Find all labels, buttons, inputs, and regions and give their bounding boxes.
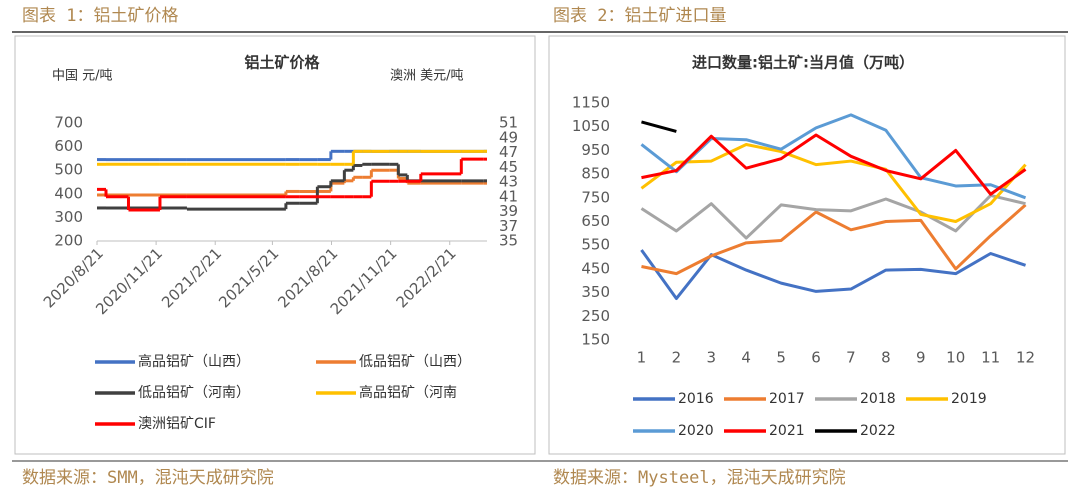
y2-axis-label: 澳洲 美元/吨	[390, 68, 464, 84]
x-tick-label: 12	[1016, 349, 1035, 367]
y-tick-label: 750	[581, 188, 610, 206]
panel-frame	[14, 35, 536, 455]
caption: 图表 1：铝土矿价格	[22, 6, 178, 26]
y2-tick-label: 49	[499, 128, 518, 146]
caption: 图表 2：铝土矿进口量	[553, 6, 726, 26]
series-line	[640, 142, 1027, 223]
chart-title: 进口数量:铝土矿:当月值（万吨）	[692, 54, 914, 72]
y-tick-label: 150	[581, 331, 610, 349]
source: 数据来源：Mysteel，混沌天成研究院	[553, 468, 846, 488]
y-tick-label: 200	[54, 232, 83, 250]
y2-tick-label: 35	[499, 232, 518, 250]
y-tick-label: 1050	[572, 117, 610, 135]
y-tick-label: 250	[581, 307, 610, 325]
y-tick-label: 650	[581, 212, 610, 230]
y-tick-label: 450	[581, 259, 610, 277]
x-tick-label: 10	[946, 349, 965, 367]
legend-label: 低品铝矿（山西）	[359, 354, 471, 370]
legend-label: 2016	[678, 391, 714, 407]
series-line	[641, 120, 677, 133]
y-axis-label: 中国 元/吨	[52, 69, 113, 84]
legend-label: 2017	[769, 391, 805, 407]
legend-label: 2019	[951, 391, 987, 407]
legend-label: 澳洲铝矿CIF	[138, 416, 216, 432]
y-tick-label: 700	[54, 114, 83, 132]
x-tick-label: 6	[811, 349, 821, 367]
chart-title: 铝土矿价格	[244, 54, 320, 72]
legend-label: 2018	[860, 391, 896, 407]
source: 数据来源：SMM，混沌天成研究院	[22, 468, 274, 488]
x-tick-label: 5	[776, 349, 786, 367]
y2-tick-label: 43	[499, 173, 518, 191]
y-tick-label: 350	[581, 283, 610, 301]
series-line	[640, 249, 1027, 301]
legend-label: 2021	[769, 423, 805, 439]
y2-tick-label: 51	[499, 114, 518, 132]
y-tick-label: 400	[54, 184, 83, 202]
series-line	[641, 133, 1027, 196]
y-tick-label: 500	[54, 161, 83, 179]
y-tick-label: 600	[54, 137, 83, 155]
y-tick-label: 950	[581, 141, 610, 159]
y2-tick-label: 41	[499, 187, 518, 205]
legend-label: 2022	[860, 423, 896, 439]
legend-label: 高品铝矿（山西）	[138, 353, 250, 370]
x-tick-label: 8	[881, 349, 891, 367]
series-line	[640, 113, 1027, 200]
x-tick-label: 2021/5/21	[215, 244, 282, 311]
legend-label: 2020	[678, 423, 714, 439]
x-tick-label: 2	[672, 349, 682, 367]
legend-label: 低品铝矿（河南）	[138, 385, 250, 401]
x-tick-label: 4	[741, 349, 751, 367]
series-line	[640, 193, 1026, 240]
y2-tick-label: 45	[499, 158, 518, 176]
x-tick-label: 2021/2/21	[158, 244, 225, 311]
x-tick-label: 11	[981, 349, 1000, 367]
y2-tick-label: 39	[499, 202, 518, 220]
panel-frame	[548, 35, 1066, 455]
y-tick-label: 300	[54, 208, 83, 226]
y2-tick-label: 47	[499, 143, 518, 161]
y-tick-label: 550	[581, 236, 610, 254]
y-tick-label: 850	[581, 165, 610, 183]
x-tick-label: 3	[707, 349, 717, 367]
legend-label: 高品铝矿（河南	[359, 384, 457, 401]
x-tick-label: 7	[846, 349, 856, 367]
x-tick-label: 1	[637, 349, 647, 367]
x-tick-label: 2022/2/21	[393, 244, 460, 311]
y2-tick-label: 37	[499, 217, 518, 235]
x-tick-label: 9	[916, 349, 926, 367]
y-tick-label: 1150	[572, 94, 610, 112]
series-line	[641, 203, 1027, 276]
